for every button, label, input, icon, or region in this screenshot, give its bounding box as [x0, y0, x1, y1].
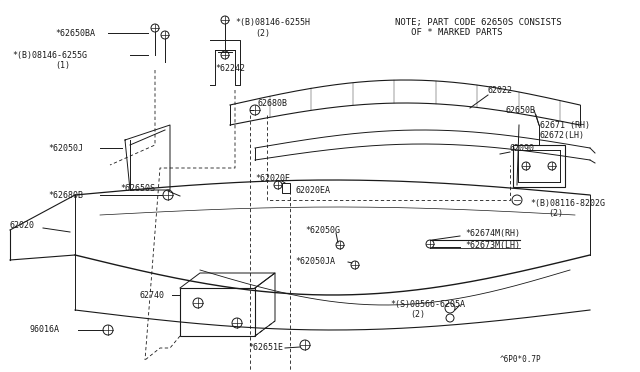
Text: *62650S: *62650S: [120, 183, 155, 192]
Text: 62650B: 62650B: [505, 106, 535, 115]
Text: *62673M(LH): *62673M(LH): [465, 241, 520, 250]
Text: 62740: 62740: [140, 291, 165, 299]
Text: *62674M(RH): *62674M(RH): [465, 228, 520, 237]
Text: *62020E: *62020E: [255, 173, 290, 183]
Text: 62090: 62090: [510, 144, 535, 153]
Text: 62680B: 62680B: [258, 99, 288, 108]
Text: 62671 (RH): 62671 (RH): [540, 121, 590, 129]
Text: *62650BA: *62650BA: [55, 29, 95, 38]
Text: OF * MARKED PARTS: OF * MARKED PARTS: [395, 28, 502, 36]
Text: *62050G: *62050G: [305, 225, 340, 234]
Text: 62020EA: 62020EA: [295, 186, 330, 195]
Text: *62050JA: *62050JA: [295, 257, 335, 266]
Text: *62651E: *62651E: [248, 343, 283, 353]
Text: (2): (2): [548, 208, 563, 218]
Text: *(B)08116-8202G: *(B)08116-8202G: [530, 199, 605, 208]
Text: *(B)08146-6255G: *(B)08146-6255G: [12, 51, 87, 60]
Text: *(B)08146-6255H: *(B)08146-6255H: [235, 17, 310, 26]
Text: ^6P0*0.7P: ^6P0*0.7P: [500, 356, 541, 365]
Text: *62680B: *62680B: [48, 190, 83, 199]
Text: 62022: 62022: [488, 86, 513, 94]
Text: (2): (2): [255, 29, 270, 38]
Text: *62242: *62242: [215, 64, 245, 73]
Text: 62672(LH): 62672(LH): [540, 131, 585, 140]
Text: NOTE; PART CODE 62650S CONSISTS: NOTE; PART CODE 62650S CONSISTS: [395, 17, 562, 26]
Text: 62020: 62020: [10, 221, 35, 230]
Text: *62050J: *62050J: [48, 144, 83, 153]
Text: *(S)08566-6205A: *(S)08566-6205A: [390, 301, 465, 310]
Text: 96016A: 96016A: [30, 326, 60, 334]
Text: (2): (2): [410, 311, 425, 320]
Text: (1): (1): [55, 61, 70, 70]
